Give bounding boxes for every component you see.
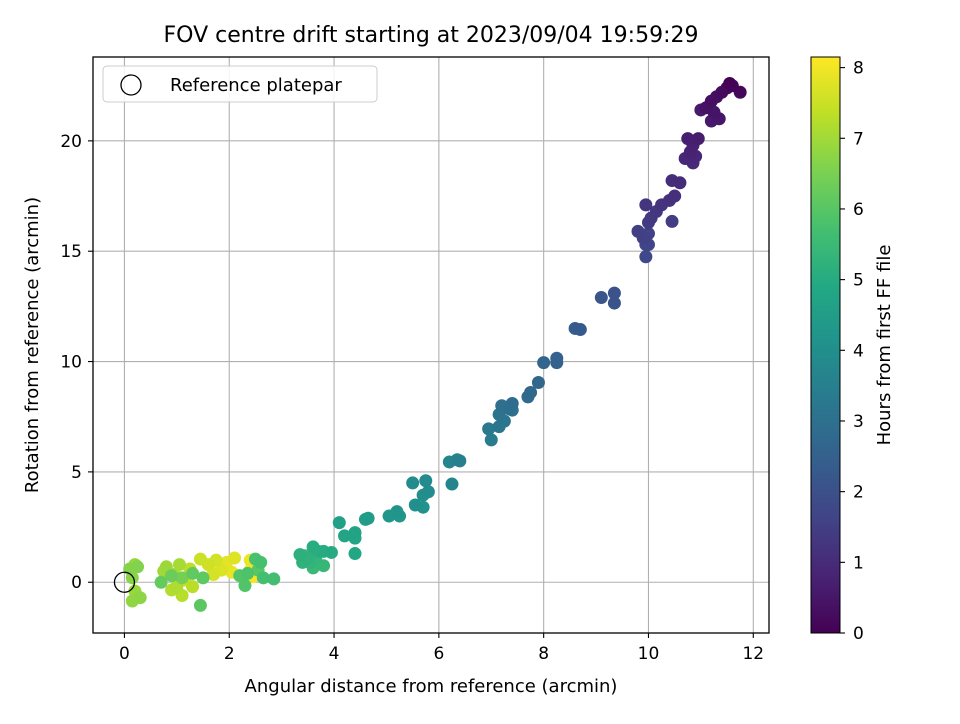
- data-point: [165, 569, 179, 583]
- data-point: [453, 454, 467, 468]
- legend-label: Reference platepar: [170, 75, 342, 96]
- data-point: [267, 572, 281, 586]
- colorbar-tick-label: 4: [853, 341, 864, 361]
- data-point: [550, 351, 564, 365]
- data-point: [531, 376, 545, 390]
- colorbar-tick-label: 8: [853, 59, 864, 79]
- data-point: [186, 580, 200, 594]
- data-point: [723, 76, 737, 90]
- data-point: [254, 555, 268, 569]
- y-tick-label: 0: [71, 573, 82, 593]
- data-point: [293, 548, 307, 562]
- data-point: [196, 571, 210, 585]
- data-point: [361, 511, 375, 525]
- data-point: [607, 286, 621, 300]
- data-point: [390, 505, 404, 519]
- x-tick-label: 2: [224, 644, 235, 664]
- colorbar-tick-label: 0: [853, 624, 864, 644]
- chart-title: FOV centre drift starting at 2023/09/04 …: [164, 23, 699, 48]
- legend: Reference platepar: [102, 65, 378, 103]
- x-tick-label: 12: [742, 644, 764, 664]
- x-tick-label: 0: [119, 644, 130, 664]
- data-point: [193, 598, 207, 612]
- data-point: [406, 476, 420, 490]
- data-point: [607, 296, 621, 310]
- data-point: [227, 551, 241, 565]
- y-tick-label: 5: [71, 463, 82, 483]
- plot-frame: [92, 56, 770, 634]
- data-point: [673, 176, 687, 190]
- data-point: [445, 477, 459, 491]
- data-point: [133, 591, 147, 605]
- data-point: [573, 323, 587, 337]
- data-point: [665, 214, 679, 228]
- data-point: [154, 575, 168, 589]
- colorbar-tick-label: 2: [853, 483, 864, 503]
- data-point: [332, 516, 346, 530]
- data-point: [681, 132, 695, 146]
- data-point: [419, 474, 433, 488]
- data-point: [338, 529, 352, 543]
- data-points: [123, 76, 747, 612]
- y-tick-label: 10: [60, 353, 82, 373]
- colorbar-tick-label: 7: [853, 129, 864, 149]
- data-point: [639, 198, 653, 212]
- data-point: [484, 433, 498, 447]
- data-point: [306, 540, 320, 554]
- data-point: [594, 291, 608, 305]
- colorbar-frame: [810, 56, 841, 634]
- data-point: [131, 560, 145, 574]
- data-point: [348, 547, 362, 561]
- data-point: [639, 250, 653, 264]
- data-point: [172, 558, 186, 572]
- y-axis-ticks: 0 5 10 15 20: [60, 132, 93, 593]
- x-tick-label: 6: [433, 644, 444, 664]
- colorbar-label: Hours from first FF file: [874, 245, 895, 446]
- data-point: [505, 396, 519, 410]
- data-point: [537, 356, 551, 370]
- x-tick-label: 4: [329, 644, 340, 664]
- legend-marker-hollow-circle: [120, 74, 142, 96]
- colorbar-tick-label: 5: [853, 271, 864, 291]
- legend-box: [102, 65, 378, 103]
- data-point: [324, 545, 338, 559]
- data-point: [668, 189, 682, 203]
- colorbar: [811, 57, 840, 633]
- data-point: [408, 498, 422, 512]
- data-point: [256, 571, 270, 585]
- data-point: [186, 566, 200, 580]
- colorbar-ticks: 0 1 2 3 4 5 6 7 8: [840, 59, 864, 644]
- colorbar-tick-label: 6: [853, 200, 864, 220]
- data-point: [193, 552, 207, 566]
- data-point: [691, 132, 705, 146]
- x-tick-label: 8: [538, 644, 549, 664]
- y-tick-label: 20: [60, 132, 82, 152]
- colorbar-tick-label: 1: [853, 553, 864, 573]
- y-tick-label: 15: [60, 242, 82, 262]
- data-point: [207, 568, 221, 582]
- data-point: [482, 422, 496, 436]
- data-point: [631, 224, 645, 238]
- x-axis-label: Angular distance from reference (arcmin): [245, 676, 618, 697]
- reference-marker-group: [113, 571, 136, 593]
- x-axis-ticks: 0 2 4 6 8 10 12: [119, 633, 764, 664]
- data-point: [238, 579, 252, 593]
- reference-point-marker: [113, 571, 136, 593]
- y-axis-label: Rotation from reference (arcmin): [22, 197, 43, 493]
- x-tick-label: 10: [638, 644, 660, 664]
- data-point: [175, 571, 189, 585]
- data-point: [524, 385, 538, 399]
- colorbar-tick-label: 3: [853, 412, 864, 432]
- data-point: [348, 526, 362, 540]
- data-point: [421, 485, 435, 499]
- data-point: [241, 566, 255, 580]
